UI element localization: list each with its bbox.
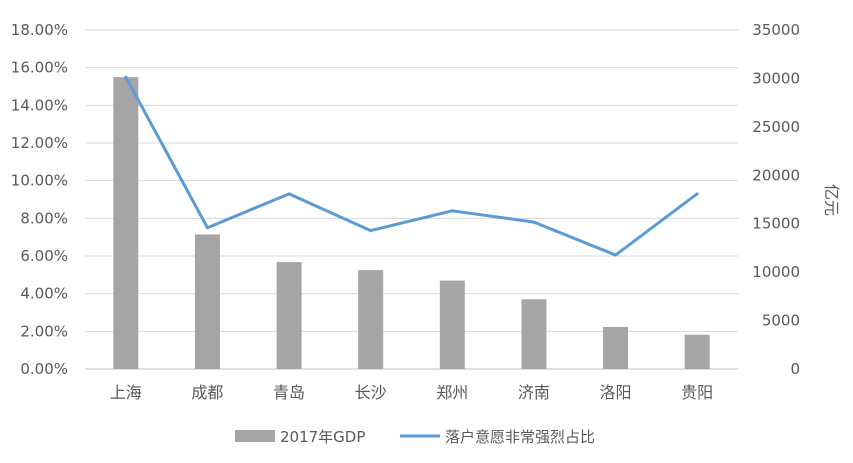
bar <box>276 262 302 369</box>
bar <box>358 270 384 369</box>
category-labels: 上海 成都 青岛 长沙 郑州 济南 洛阳 贵阳 <box>110 383 713 402</box>
right-tick-label: 35000 <box>752 21 800 39</box>
right-tick-label: 30000 <box>752 69 800 87</box>
left-tick-label: 12.00% <box>11 134 68 152</box>
right-tick-label: 20000 <box>752 166 800 184</box>
right-axis-title: 亿元 <box>822 184 841 216</box>
category-label: 洛阳 <box>600 383 632 402</box>
line-point <box>124 75 128 79</box>
category-label: 郑州 <box>436 383 468 402</box>
line-point <box>695 192 699 196</box>
bar <box>194 234 220 369</box>
bar <box>439 280 465 369</box>
right-tick-label: 0 <box>790 360 800 378</box>
category-label: 上海 <box>110 383 142 402</box>
legend-bar-swatch <box>235 430 275 442</box>
line-point <box>205 226 209 230</box>
category-label: 青岛 <box>273 383 305 402</box>
left-tick-label: 14.00% <box>11 96 68 114</box>
left-tick-label: 8.00% <box>20 209 68 227</box>
legend: 2017年GDP 落户意愿非常强烈占比 <box>235 428 595 446</box>
right-tick-label: 25000 <box>752 118 800 136</box>
left-tick-label: 18.00% <box>11 21 68 39</box>
left-tick-label: 10.00% <box>11 172 68 190</box>
bar <box>603 326 629 369</box>
series-line <box>124 76 699 257</box>
line-point <box>369 229 373 233</box>
left-axis-ticks: 0.00% 2.00% 4.00% 6.00% 8.00% 10.00% 12.00% 14.… <box>11 21 68 378</box>
gridlines <box>85 29 738 370</box>
category-label: 济南 <box>518 383 550 402</box>
right-tick-label: 10000 <box>752 263 800 281</box>
left-tick-label: 0.00% <box>20 360 68 378</box>
left-tick-label: 4.00% <box>20 285 68 303</box>
bar <box>113 77 139 369</box>
line-point <box>287 192 291 196</box>
line-point <box>532 220 536 224</box>
right-tick-label: 15000 <box>752 215 800 233</box>
legend-line-label: 落户意愿非常强烈占比 <box>445 428 595 446</box>
bar <box>684 334 710 369</box>
legend-bar-label: 2017年GDP <box>280 428 365 446</box>
line-point <box>614 253 618 257</box>
line-point <box>450 209 454 213</box>
right-tick-label: 5000 <box>762 312 800 330</box>
left-tick-label: 2.00% <box>20 322 68 340</box>
left-tick-label: 6.00% <box>20 247 68 265</box>
right-axis-ticks: 0 5000 10000 15000 20000 25000 30000 35000 <box>752 21 800 378</box>
category-label: 长沙 <box>355 383 387 402</box>
category-label: 贵阳 <box>681 383 713 402</box>
bar-series <box>113 77 710 369</box>
line-series <box>124 75 699 257</box>
bar <box>521 299 547 369</box>
left-tick-label: 16.00% <box>11 59 68 77</box>
category-label: 成都 <box>191 383 223 402</box>
